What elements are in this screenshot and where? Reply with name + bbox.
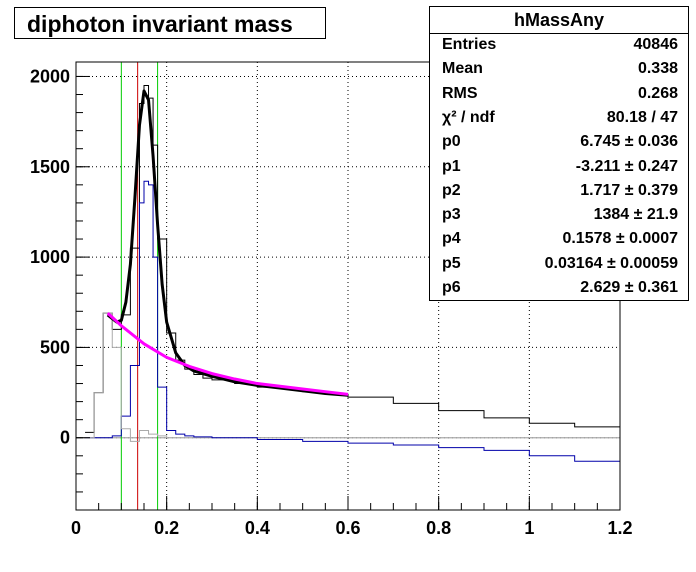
stats-key: χ² / ndf	[442, 108, 495, 126]
stats-key: Entries	[442, 36, 497, 53]
stats-key: p2	[442, 181, 461, 199]
x-tick-label: 0.2	[154, 518, 179, 538]
x-tick-label: 0.8	[426, 518, 451, 538]
stats-value: 80.18 / 47	[606, 108, 678, 126]
histogram-series	[85, 180, 621, 471]
x-axis-ticks: 0 0.2 0.4 0.6 0.8 1 1.2	[71, 496, 633, 538]
stats-key: p0	[442, 133, 461, 151]
stats-row: p4 0.1578 ± 0.0007	[430, 228, 688, 252]
stats-row: p1 -3.211 ± 0.247	[430, 156, 688, 180]
stats-key: Mean	[442, 60, 483, 78]
stats-key: p4	[442, 230, 461, 248]
stats-row: p5 0.03164 ± 0.00059	[430, 253, 688, 277]
y-tick-label: 0	[60, 428, 70, 448]
chart-title-box: diphoton invariant mass	[14, 7, 326, 39]
x-tick-label: 0.4	[245, 518, 270, 538]
stats-row: p2 1.717 ± 0.379	[430, 180, 688, 204]
stats-value: 0.1578 ± 0.0007	[562, 230, 678, 248]
stats-value: 1384 ± 21.9	[593, 206, 678, 224]
stats-row: p6 2.629 ± 0.361	[430, 277, 688, 301]
y-tick-label: 2000	[30, 66, 70, 86]
stats-value: 1.717 ± 0.379	[580, 181, 678, 199]
stats-row: χ² / ndf 80.18 / 47	[430, 107, 688, 131]
histogram-series	[85, 84, 621, 433]
stats-value: 40846	[633, 36, 679, 53]
stats-key: p3	[442, 206, 461, 224]
stats-row: Mean 0.338	[430, 58, 688, 82]
stats-key: RMS	[442, 84, 478, 102]
stats-key: p6	[442, 279, 461, 296]
stats-value: 0.268	[637, 84, 678, 102]
stats-header: hMassAny	[430, 7, 688, 34]
x-tick-label: 0	[71, 518, 81, 538]
stats-value: 6.745 ± 0.036	[580, 133, 678, 151]
y-tick-label: 500	[40, 337, 70, 357]
y-axis-ticks: 0 500 1000 1500 2000	[30, 66, 90, 511]
stats-box: hMassAny Entries 40846 Mean 0.338 RMS 0.268 χ²…	[429, 6, 689, 301]
stats-row: RMS 0.268	[430, 83, 688, 107]
stats-value: 2.629 ± 0.361	[580, 279, 678, 296]
stats-key: p5	[442, 254, 461, 272]
series-group	[85, 84, 621, 471]
x-tick-label: 0.6	[335, 518, 360, 538]
chart-title: diphoton invariant mass	[27, 11, 293, 37]
stats-key: p1	[442, 157, 461, 175]
x-tick-label: 1.2	[607, 518, 632, 538]
stats-value: -3.211 ± 0.247	[575, 157, 678, 175]
y-tick-label: 1000	[30, 247, 70, 267]
fit-curve-series	[106, 311, 349, 396]
stats-row: Entries 40846	[430, 34, 688, 58]
stats-value: 0.338	[637, 60, 678, 78]
stats-value: 0.03164 ± 0.00059	[544, 254, 678, 272]
stats-row: p3 1384 ± 21.9	[430, 204, 688, 228]
fit-curve-series	[106, 89, 349, 397]
x-tick-label: 1	[524, 518, 534, 538]
y-tick-label: 1500	[30, 157, 70, 177]
histogram-series	[85, 312, 168, 442]
stats-row: p0 6.745 ± 0.036	[430, 131, 688, 155]
